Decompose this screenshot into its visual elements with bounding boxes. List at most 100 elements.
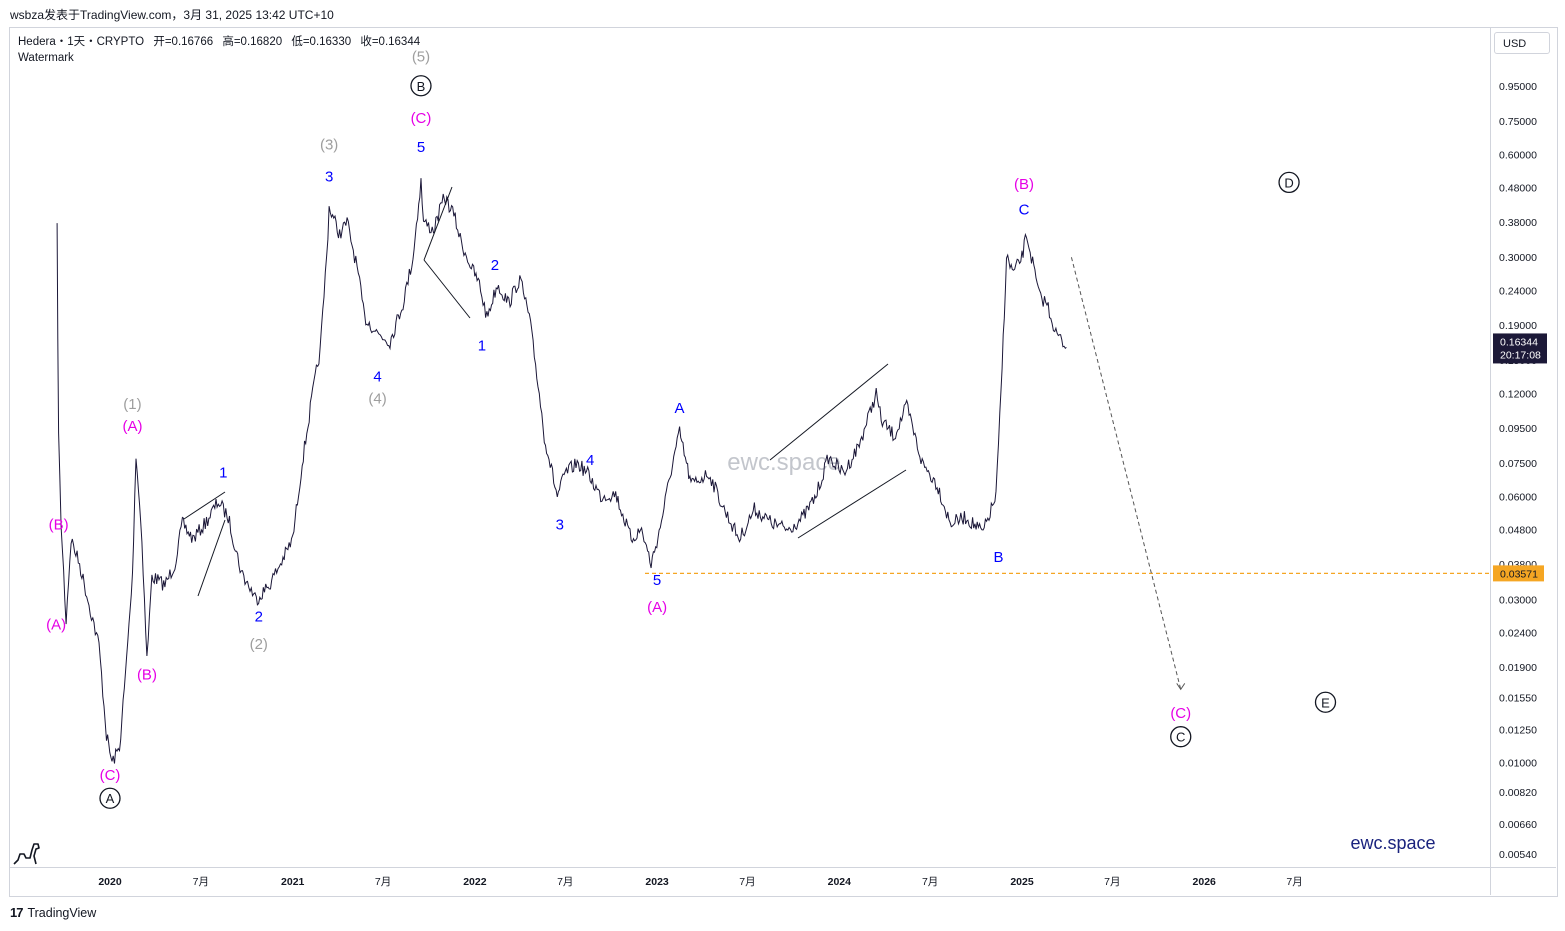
- tradingview-brand: TradingView: [27, 905, 97, 920]
- x-tick-label: 2022: [463, 876, 487, 888]
- tradingview-footer[interactable]: 17 TradingView: [10, 905, 96, 920]
- x-tick-label: 7月: [193, 876, 209, 888]
- wave-label: C: [1019, 201, 1030, 218]
- x-tick-label: 2026: [1193, 876, 1217, 888]
- y-tick-label: 0.00660: [1499, 819, 1537, 831]
- x-tick-label: 2020: [98, 876, 122, 888]
- currency-selector[interactable]: USD: [1494, 32, 1550, 54]
- legend-low: 低=0.16330: [291, 36, 352, 48]
- wave-label: 3: [556, 516, 564, 533]
- y-tick-label: 0.03000: [1499, 594, 1537, 606]
- projection-arrow-line: [1070, 257, 1182, 690]
- wave-label: (C): [1170, 705, 1191, 722]
- pattern-trendline: [797, 469, 907, 539]
- wave-label: 5: [653, 572, 661, 589]
- wave-label: (2): [250, 636, 268, 653]
- chart-frame: [9, 27, 1558, 897]
- y-tick-label: 0.95000: [1499, 81, 1537, 93]
- current-price-text: 0.16344: [1500, 336, 1538, 348]
- y-tick-label: 0.07500: [1499, 458, 1537, 470]
- y-tick-label: 0.01000: [1499, 757, 1537, 769]
- y-tick-label: 0.09500: [1499, 423, 1537, 435]
- y-tick-label: 0.00540: [1499, 849, 1537, 861]
- wave-label: B: [417, 79, 426, 94]
- legend-symbol[interactable]: Hedera・1天・CRYPTO: [18, 36, 145, 48]
- wave-label: (B): [1014, 176, 1034, 193]
- y-tick-label: 0.75000: [1499, 116, 1537, 128]
- x-tick-label: 7月: [922, 876, 938, 888]
- y-tick-label: 0.06000: [1499, 491, 1537, 503]
- y-tick-label: 0.01900: [1499, 662, 1537, 674]
- background-watermark: ewc.space: [727, 449, 840, 476]
- y-tick-label: 0.00820: [1499, 787, 1537, 799]
- wave-label: (C): [411, 110, 432, 127]
- x-tick-label: 7月: [375, 876, 391, 888]
- countdown-text: 20:17:08: [1500, 349, 1541, 361]
- wave-label: (B): [49, 516, 69, 533]
- wave-label: 5: [417, 139, 425, 156]
- x-tick-label: 2023: [645, 876, 669, 888]
- y-tick-label: 0.24000: [1499, 285, 1537, 297]
- wave-label: D: [1284, 175, 1293, 190]
- wave-label: 1: [478, 338, 486, 355]
- tradingview-logo-icon: 17: [10, 905, 24, 920]
- wave-label: (A): [647, 599, 667, 616]
- wave-label: (4): [368, 391, 386, 408]
- projection-arrowhead: [1176, 683, 1186, 691]
- level-price-tag: [1493, 565, 1544, 582]
- wave-label-circle: [1278, 171, 1300, 194]
- price-series-line: [56, 178, 1067, 764]
- wave-label: C: [1176, 730, 1185, 745]
- site-watermark: ewc.space: [1350, 833, 1435, 853]
- x-tick-label: 7月: [557, 876, 573, 888]
- wave-label: B: [994, 549, 1004, 566]
- wave-label: (5): [412, 49, 430, 66]
- wave-label: (1): [123, 396, 141, 413]
- legend-high: 高=0.16820: [222, 36, 283, 48]
- current-price-tag: [1493, 333, 1547, 364]
- wave-label: 1: [219, 465, 227, 482]
- y-tick-label: 0.60000: [1499, 149, 1537, 161]
- x-tick-label: 7月: [739, 876, 755, 888]
- y-tick-label: 0.12000: [1499, 388, 1537, 400]
- legend-close: 收=0.16344: [360, 36, 421, 48]
- pattern-trendline: [183, 491, 226, 520]
- y-tick-label: 0.38000: [1499, 217, 1537, 229]
- x-tick-label: 2025: [1010, 876, 1034, 888]
- y-tick-label: 0.30000: [1499, 252, 1537, 264]
- pattern-trendline: [197, 519, 226, 597]
- y-tick-label: 0.01550: [1499, 692, 1537, 704]
- wave-label: 4: [373, 368, 381, 385]
- dinosaur-icon[interactable]: [12, 840, 40, 871]
- pattern-trendline: [423, 259, 471, 319]
- wave-label-circle: [410, 75, 432, 97]
- x-tick-label: 2021: [281, 876, 305, 888]
- legend-watermark-label: Watermark: [18, 52, 74, 64]
- wave-label: (B): [137, 666, 157, 683]
- level-price-text: 0.03571: [1500, 568, 1538, 580]
- publish-info: wsbza发表于TradingView.com，3月 31, 2025 13:4…: [10, 8, 334, 22]
- x-tick-label: 7月: [1104, 876, 1120, 888]
- wave-label: (C): [100, 767, 121, 784]
- wave-label: 2: [255, 609, 263, 626]
- wave-label-circle: [99, 787, 121, 809]
- wave-label: 4: [586, 452, 594, 469]
- wave-label: 3: [325, 168, 333, 185]
- wave-label: (A): [122, 418, 142, 435]
- y-tick-label: 0.01250: [1499, 724, 1537, 736]
- x-tick-label: 2024: [828, 876, 852, 888]
- y-tick-label: 0.04800: [1499, 524, 1537, 536]
- legend-open: 开=0.16766: [153, 36, 214, 48]
- price-axis-divider: [1490, 27, 1491, 895]
- y-tick-label: 0.19000: [1499, 320, 1537, 332]
- wave-label: (A): [46, 616, 66, 633]
- pattern-trendline: [769, 363, 889, 461]
- wave-label: A: [106, 791, 115, 806]
- x-tick-label: 7月: [1286, 876, 1302, 888]
- y-tick-label: 0.02400: [1499, 627, 1537, 639]
- wave-label: 2: [491, 257, 499, 274]
- wave-label: E: [1321, 695, 1330, 710]
- time-axis-divider: [9, 867, 1556, 868]
- y-tick-label: 0.48000: [1499, 182, 1537, 194]
